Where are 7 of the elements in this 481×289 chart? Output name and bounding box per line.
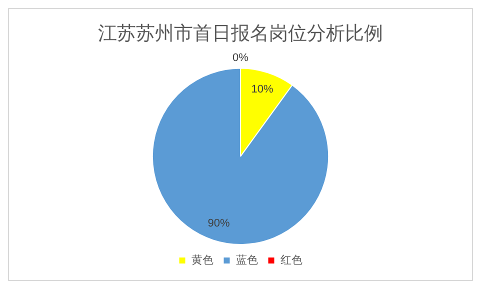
- text: 0%: [232, 52, 248, 64]
- data-label: 10%: [251, 83, 274, 96]
- data-label: 90%: [208, 217, 230, 230]
- legend-label: 红色: [280, 253, 302, 266]
- legend-label: 蓝色: [236, 253, 258, 266]
- legend-label: 黄色: [191, 253, 214, 266]
- chart-title: 江苏苏州市首日报名岗位分析比例: [98, 22, 383, 44]
